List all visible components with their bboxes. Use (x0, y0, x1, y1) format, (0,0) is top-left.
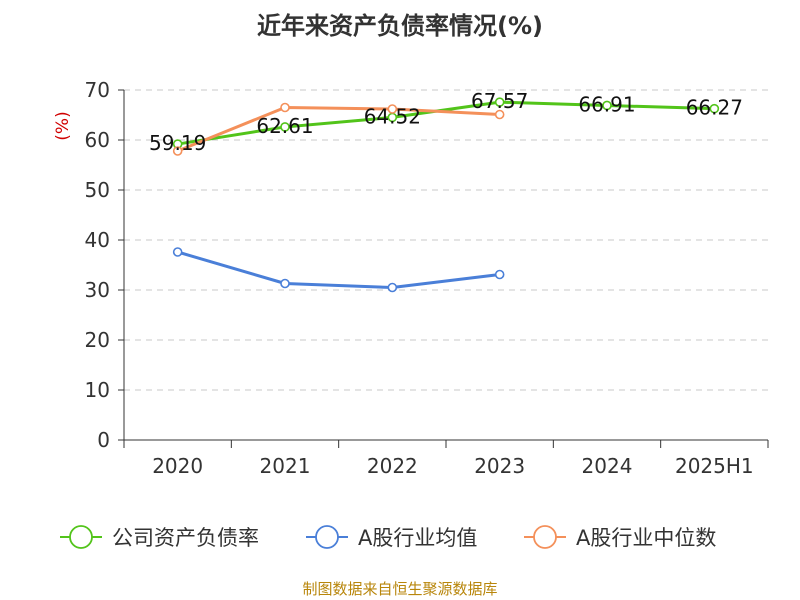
y-tick-label: 40 (85, 228, 110, 252)
x-tick-label: 2024 (582, 454, 633, 478)
series-point (709, 103, 720, 114)
y-tick-label: 60 (85, 128, 110, 152)
legend-marker (533, 525, 557, 549)
y-tick-label: 30 (85, 278, 110, 302)
series-point (494, 97, 505, 107)
legend: 公司资产负债率 A股行业均值 A股行业中位数 (60, 525, 716, 550)
source-note: 制图数据来自恒生聚源数据库 (302, 580, 497, 598)
data-labels: 59.19 62.61 64.52 67.57 66.91 66.27 (149, 89, 743, 155)
grid (124, 89, 768, 391)
data-label: 66.27 (686, 96, 743, 120)
series-line (177, 106, 500, 153)
series-point (280, 278, 290, 289)
series-point (387, 104, 398, 114)
x-tick-label: 2021 (260, 454, 311, 478)
legend-label: A股行业均值 (358, 526, 477, 550)
series-line (177, 100, 715, 146)
x-tick-label: 2020 (152, 454, 203, 478)
y-tick-label: 0 (97, 428, 110, 452)
y-axis-label: (%) (53, 111, 73, 140)
data-label: 59.19 (149, 131, 206, 155)
y-tick-label: 50 (85, 178, 110, 202)
data-label: 66.91 (578, 92, 635, 116)
series-point (602, 100, 612, 111)
data-label: 64.52 (364, 104, 421, 128)
series-line (177, 250, 500, 289)
series-point (387, 282, 398, 293)
legend-marker (315, 525, 339, 549)
x-tick-label: 2023 (474, 454, 525, 478)
data-label: 62.61 (256, 114, 313, 138)
axes: 0 10 20 30 40 50 60 70 2020 2021 2022 2023 2024 2025H… (85, 78, 769, 478)
legend-marker (69, 525, 93, 549)
data-label: 67.57 (471, 89, 528, 113)
series-point (172, 146, 183, 156)
legend-label: 公司资产负债率 (112, 526, 259, 550)
chart-title: 近年来资产负债率情况(%) (257, 12, 543, 40)
y-tick-label: 20 (85, 328, 110, 352)
series-point (494, 109, 505, 120)
series-point (494, 269, 505, 280)
series-point (280, 122, 290, 132)
series-point (172, 247, 183, 257)
y-tick-label: 10 (85, 378, 110, 402)
series (172, 97, 720, 293)
series-point (280, 102, 290, 113)
x-tick-label: 2022 (367, 454, 418, 478)
y-tick-label: 70 (85, 78, 110, 102)
x-tick-label: 2025H1 (675, 454, 754, 478)
legend-label: A股行业中位数 (576, 526, 716, 550)
